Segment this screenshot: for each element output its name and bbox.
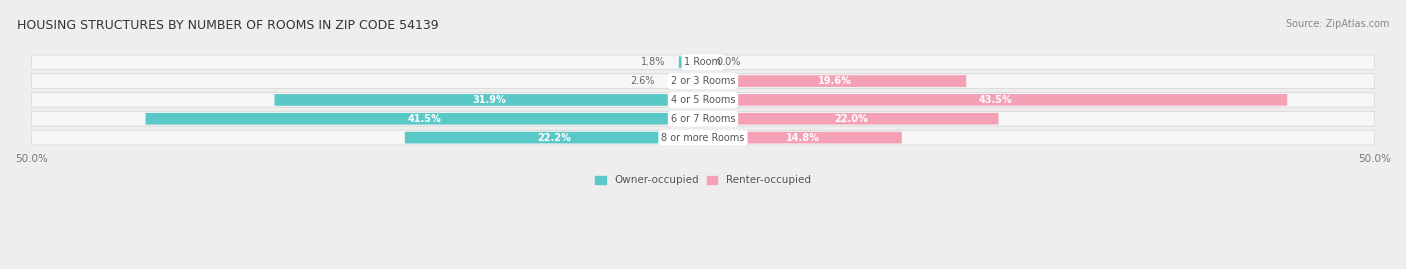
Text: 8 or more Rooms: 8 or more Rooms [661,133,745,143]
Text: HOUSING STRUCTURES BY NUMBER OF ROOMS IN ZIP CODE 54139: HOUSING STRUCTURES BY NUMBER OF ROOMS IN… [17,19,439,32]
FancyBboxPatch shape [703,75,966,87]
Text: 2.6%: 2.6% [630,76,655,86]
FancyBboxPatch shape [668,75,703,87]
FancyBboxPatch shape [31,130,1375,145]
Legend: Owner-occupied, Renter-occupied: Owner-occupied, Renter-occupied [591,171,815,190]
Text: 22.2%: 22.2% [537,133,571,143]
FancyBboxPatch shape [31,93,1375,107]
Text: 14.8%: 14.8% [786,133,820,143]
FancyBboxPatch shape [146,113,703,125]
Text: Source: ZipAtlas.com: Source: ZipAtlas.com [1285,19,1389,29]
Text: 31.9%: 31.9% [472,95,506,105]
Text: 4 or 5 Rooms: 4 or 5 Rooms [671,95,735,105]
Text: 2 or 3 Rooms: 2 or 3 Rooms [671,76,735,86]
FancyBboxPatch shape [703,94,1288,106]
FancyBboxPatch shape [31,55,1375,70]
FancyBboxPatch shape [679,56,703,68]
FancyBboxPatch shape [274,94,703,106]
Text: 22.0%: 22.0% [834,114,868,124]
FancyBboxPatch shape [703,132,901,143]
Text: 0.0%: 0.0% [717,57,741,67]
FancyBboxPatch shape [703,113,998,125]
Text: 6 or 7 Rooms: 6 or 7 Rooms [671,114,735,124]
FancyBboxPatch shape [31,111,1375,126]
Text: 1.8%: 1.8% [641,57,665,67]
Text: 19.6%: 19.6% [818,76,852,86]
FancyBboxPatch shape [31,74,1375,89]
Text: 43.5%: 43.5% [979,95,1012,105]
FancyBboxPatch shape [405,132,703,143]
Text: 1 Room: 1 Room [685,57,721,67]
Text: 41.5%: 41.5% [408,114,441,124]
